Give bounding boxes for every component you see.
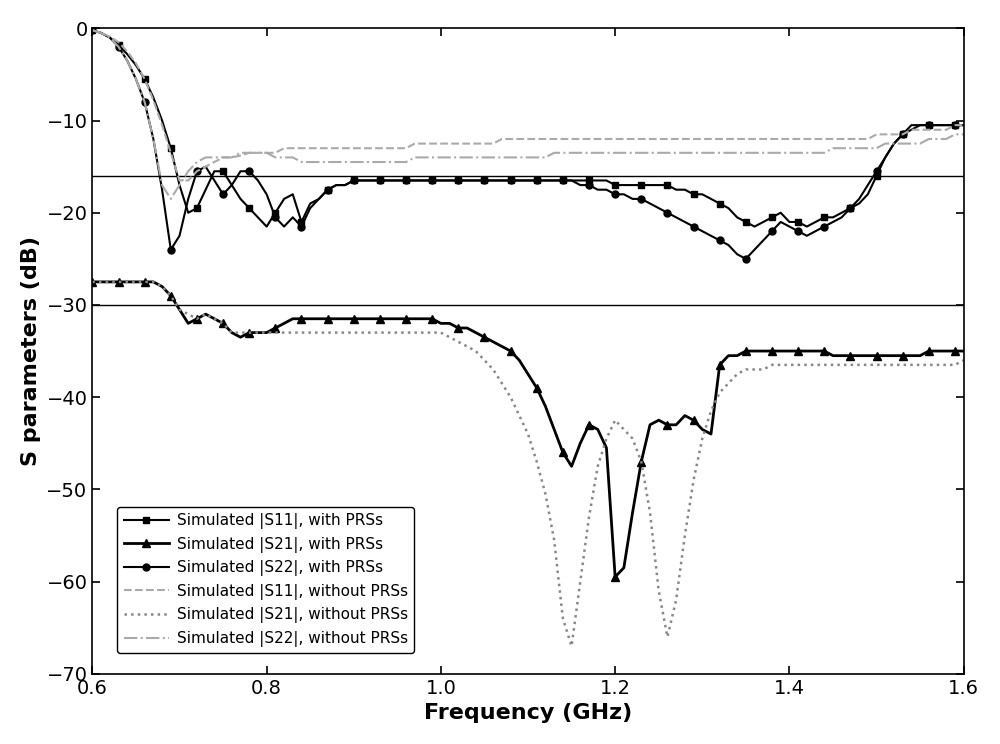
Y-axis label: S parameters (dB): S parameters (dB): [21, 236, 41, 466]
Simulated |S11|, with PRSs: [147, 93, 159, 102]
Line: Simulated |S11|, without PRSs: Simulated |S11|, without PRSs: [92, 31, 964, 181]
Simulated |S21|, with PRSs: [147, 278, 159, 286]
Simulated |S11|, with PRSs: [86, 26, 98, 35]
Simulated |S11|, with PRSs: [749, 222, 761, 231]
Simulated |S22|, without PRSs: [86, 26, 98, 35]
Simulated |S11|, with PRSs: [261, 222, 273, 231]
Simulated |S11|, without PRSs: [174, 176, 186, 185]
Simulated |S21|, with PRSs: [609, 572, 621, 581]
Line: Simulated |S21|, with PRSs: Simulated |S21|, with PRSs: [88, 278, 968, 581]
Simulated |S21|, without PRSs: [487, 365, 499, 374]
Simulated |S11|, with PRSs: [705, 194, 717, 203]
Simulated |S22|, with PRSs: [958, 121, 970, 129]
Simulated |S21|, without PRSs: [958, 356, 970, 365]
Simulated |S22|, with PRSs: [304, 204, 316, 213]
Simulated |S21|, with PRSs: [487, 337, 499, 346]
Simulated |S21|, without PRSs: [86, 278, 98, 286]
Simulated |S11|, without PRSs: [313, 144, 325, 153]
Line: Simulated |S21|, without PRSs: Simulated |S21|, without PRSs: [92, 282, 964, 646]
Simulated |S21|, without PRSs: [749, 365, 761, 374]
Simulated |S22|, with PRSs: [740, 254, 752, 263]
Simulated |S22|, without PRSs: [147, 135, 159, 144]
Simulated |S22|, with PRSs: [609, 190, 621, 199]
Simulated |S22|, with PRSs: [147, 135, 159, 144]
Simulated |S11|, without PRSs: [618, 135, 630, 144]
Simulated |S11|, with PRSs: [496, 176, 508, 185]
Simulated |S21|, with PRSs: [86, 278, 98, 286]
Simulated |S21|, with PRSs: [749, 347, 761, 356]
Simulated |S21|, without PRSs: [304, 328, 316, 337]
Line: Simulated |S22|, with PRSs: Simulated |S22|, with PRSs: [89, 27, 967, 263]
Simulated |S21|, with PRSs: [705, 429, 717, 438]
Line: Simulated |S11|, with PRSs: Simulated |S11|, with PRSs: [89, 27, 967, 230]
Simulated |S11|, without PRSs: [705, 135, 717, 144]
Legend: Simulated |S11|, with PRSs, Simulated |S21|, with PRSs, Simulated |S22|, with PR: Simulated |S11|, with PRSs, Simulated |S…: [117, 507, 414, 653]
Simulated |S11|, with PRSs: [618, 181, 630, 190]
Simulated |S11|, without PRSs: [958, 121, 970, 129]
Simulated |S21|, without PRSs: [618, 425, 630, 434]
Simulated |S22|, with PRSs: [86, 26, 98, 35]
Simulated |S11|, without PRSs: [147, 96, 159, 105]
Simulated |S22|, without PRSs: [958, 130, 970, 139]
Simulated |S11|, with PRSs: [313, 194, 325, 203]
Simulated |S21|, with PRSs: [618, 563, 630, 572]
Simulated |S22|, with PRSs: [487, 176, 499, 185]
Simulated |S22|, with PRSs: [696, 227, 708, 236]
Simulated |S21|, without PRSs: [705, 406, 717, 415]
Simulated |S22|, without PRSs: [165, 194, 177, 203]
Simulated |S11|, without PRSs: [496, 135, 508, 144]
Simulated |S21|, with PRSs: [304, 314, 316, 323]
Simulated |S11|, without PRSs: [749, 135, 761, 144]
Simulated |S11|, with PRSs: [958, 121, 970, 129]
Simulated |S11|, without PRSs: [86, 26, 98, 35]
Simulated |S21|, without PRSs: [147, 278, 159, 286]
Simulated |S21|, without PRSs: [566, 641, 578, 650]
Simulated |S22|, without PRSs: [313, 158, 325, 167]
X-axis label: Frequency (GHz): Frequency (GHz): [424, 703, 632, 723]
Simulated |S22|, with PRSs: [749, 246, 761, 254]
Line: Simulated |S22|, without PRSs: Simulated |S22|, without PRSs: [92, 31, 964, 199]
Simulated |S22|, without PRSs: [496, 153, 508, 162]
Simulated |S22|, without PRSs: [618, 148, 630, 157]
Simulated |S22|, without PRSs: [705, 148, 717, 157]
Simulated |S21|, with PRSs: [958, 347, 970, 356]
Simulated |S22|, without PRSs: [749, 148, 761, 157]
